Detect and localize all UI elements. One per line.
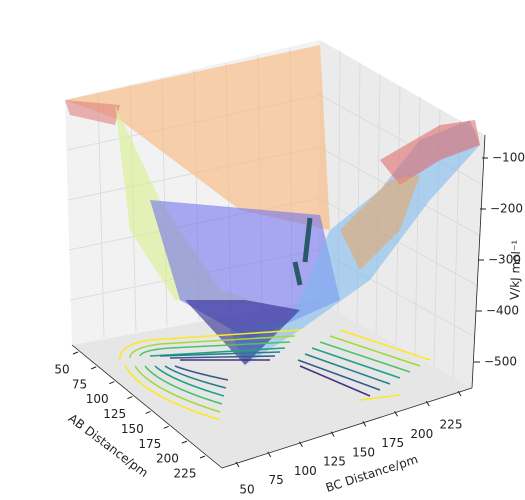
x-tick-label: 225 [174,467,197,481]
x-axis-line [71,344,223,469]
surface-ridge [340,175,420,270]
y-tick [298,441,303,447]
x-tick [127,396,133,400]
z-tick-label: −400 [486,304,519,318]
z-tick-label: −100 [492,151,525,165]
contours [119,329,431,421]
surface [65,45,480,365]
x-tick-label: 50 [54,363,69,377]
x-tick [72,351,79,355]
surface-plateau [65,45,330,230]
surface-slope [115,105,270,305]
y-tick-label: 200 [410,427,433,441]
y-tick-label: 75 [269,473,284,487]
x-tick [90,366,97,370]
x-tick-label: 200 [156,452,179,466]
y-tick [362,421,367,427]
x-tick [109,381,115,385]
x-tick-label: 175 [138,437,161,451]
x-tick [199,455,206,459]
x-tick-label: 100 [86,392,109,406]
floor-pane [72,300,472,468]
y-tick-label: 125 [323,455,346,469]
y-tick-label: 225 [440,418,463,432]
y-tick-label: 100 [294,464,317,478]
x-tick [145,410,151,414]
z-tick-label: −200 [490,202,523,216]
y-tick [267,451,272,458]
z-axis-line [471,134,486,389]
y-tick-label: 175 [381,436,404,450]
z-tick-label: −500 [484,355,517,369]
y-tick [235,461,240,468]
z-tick-label: −300 [488,253,521,267]
x-tick-label: 75 [72,377,87,391]
surface-right-rim [380,120,480,185]
x-tick [163,425,169,429]
y-tick [457,390,462,397]
surface-minimum [185,300,300,365]
z-axis-label: V/kJ mol⁻¹ [507,240,523,301]
y-tick [394,411,399,417]
y-tick-label: 150 [352,445,375,459]
y-tick-label: 50 [239,483,254,497]
y-tick [425,400,430,407]
y-tick [330,431,335,437]
x-tick-label: 125 [103,407,126,421]
trajectory [292,217,313,286]
x-tick-label: 150 [121,422,144,436]
x-tick [181,440,188,444]
surface-rim [65,100,120,125]
y-axis-line [221,387,473,469]
